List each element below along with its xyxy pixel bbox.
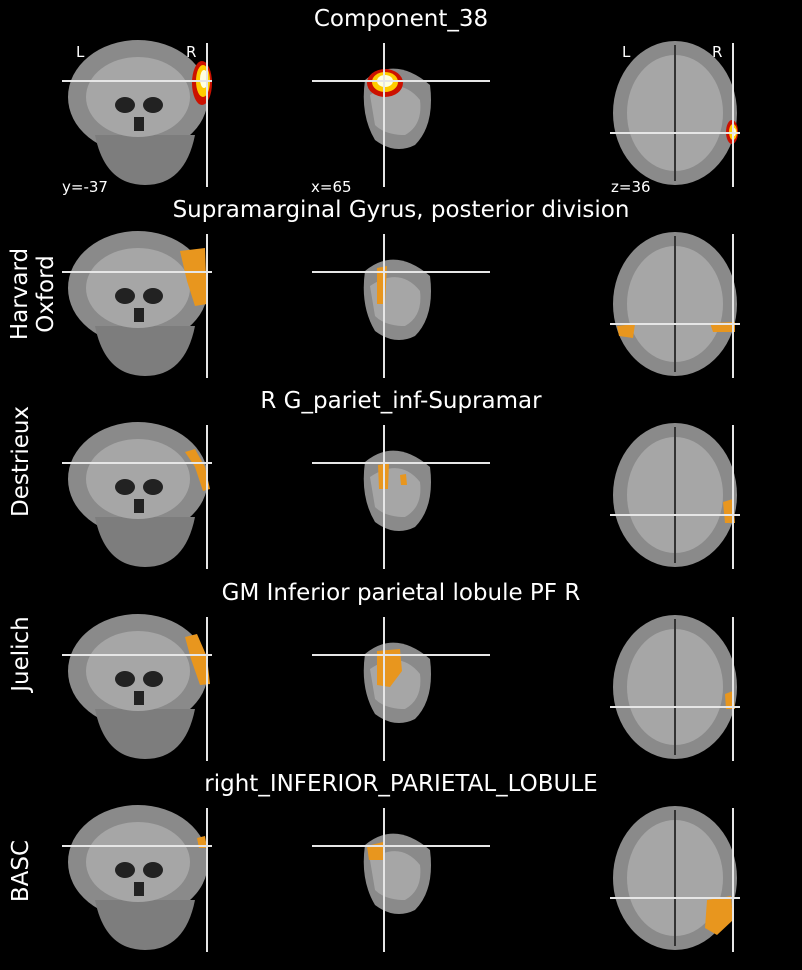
coronal-view-basc[interactable]: [55, 800, 220, 955]
axial-view-harvard-oxford[interactable]: [605, 226, 745, 381]
row-label-destrieux: Destrieux: [8, 405, 34, 517]
row-label-juelich: Juelich: [8, 616, 34, 692]
row-title-basc: right_INFERIOR_PARIETAL_LOBULE: [204, 771, 598, 797]
sagittal-view-juelich[interactable]: [305, 609, 495, 764]
axial-view-basc[interactable]: [605, 800, 745, 955]
orientation-right-label: R: [186, 43, 197, 61]
row-label-harvard-oxford: Harvard Oxford: [7, 247, 59, 341]
sagittal-view-component[interactable]: [305, 35, 495, 190]
row-title-destrieux: R G_pariet_inf-Supramar: [260, 388, 542, 414]
orientation-right-label-axial: R: [712, 43, 723, 61]
atlas-region: [180, 248, 207, 306]
axial-view-juelich[interactable]: [605, 609, 745, 764]
row-title-juelich: GM Inferior parietal lobule PF R: [221, 580, 581, 606]
coord-y-label: y=-37: [62, 178, 108, 196]
sagittal-view-destrieux[interactable]: [305, 417, 495, 572]
activation-blob: [192, 61, 212, 105]
row-title-harvard-oxford: Supramarginal Gyrus, posterior division: [172, 197, 630, 223]
atlas-region: [185, 449, 210, 491]
atlas-region: [617, 324, 635, 338]
atlas-region: [185, 634, 210, 685]
activation-blob: [367, 69, 403, 97]
orientation-left-label: L: [76, 43, 85, 61]
page-title: Component_38: [313, 6, 489, 32]
coord-z-label: z=36: [611, 178, 651, 196]
axial-view-destrieux[interactable]: [605, 417, 745, 572]
sagittal-view-basc[interactable]: [305, 800, 495, 955]
axial-view-component[interactable]: [605, 35, 745, 190]
coronal-view-component[interactable]: [55, 35, 220, 190]
coronal-brain-slice: [68, 40, 208, 185]
coronal-view-destrieux[interactable]: [55, 417, 220, 572]
coord-x-label: x=65: [311, 178, 352, 196]
axial-brain-slice: [613, 41, 737, 185]
row-label-basc: BASC: [8, 839, 34, 903]
atlas-region: [400, 474, 407, 485]
coronal-view-harvard-oxford[interactable]: [55, 226, 220, 381]
sagittal-view-harvard-oxford[interactable]: [305, 226, 495, 381]
orientation-left-label-axial: L: [622, 43, 631, 61]
coronal-view-juelich[interactable]: [55, 609, 220, 764]
atlas-region: [705, 896, 733, 935]
